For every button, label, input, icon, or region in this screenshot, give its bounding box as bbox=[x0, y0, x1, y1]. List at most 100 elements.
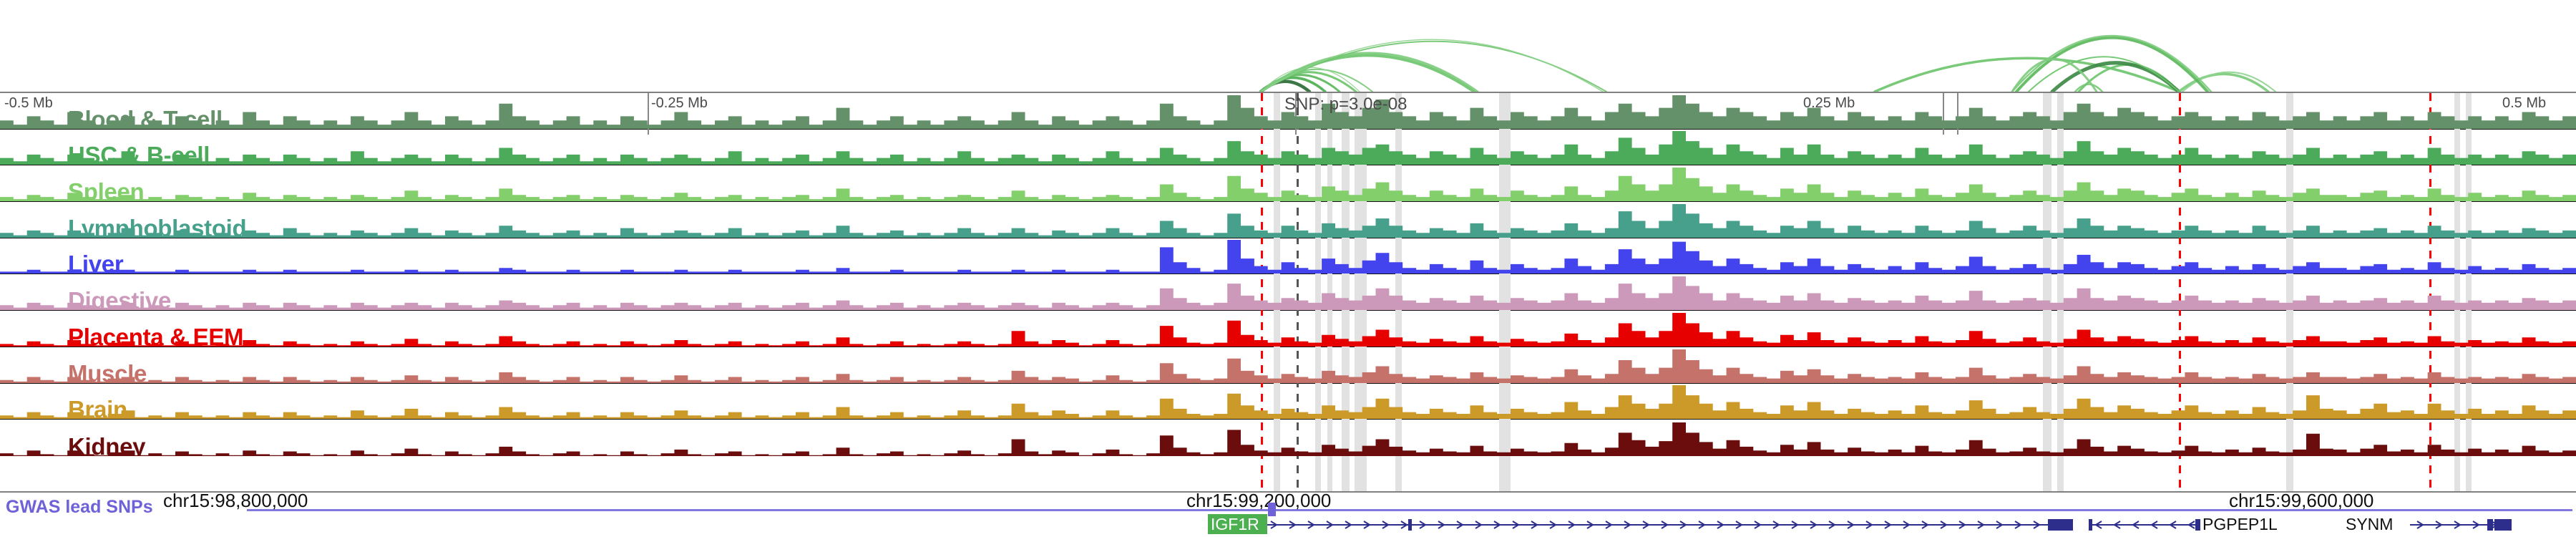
signal-profile-digestive bbox=[0, 276, 2576, 311]
gene-strand-chevron bbox=[1326, 521, 1334, 529]
gene-strand-chevron bbox=[1382, 521, 1390, 529]
track-row-spleen[interactable]: Spleen bbox=[0, 165, 2576, 203]
gene-strand-chevron bbox=[1270, 521, 1278, 529]
interaction-arc bbox=[2011, 34, 2212, 92]
gene-strand-chevron bbox=[1921, 521, 1929, 529]
genomic-coordinate-label: chr15:99,200,000 bbox=[1186, 490, 1332, 511]
gene-strand-chevron bbox=[1810, 521, 1818, 529]
track-label-hsc-b-cell: HSC & B-cell bbox=[68, 142, 210, 166]
track-row-hsc-b-cell[interactable]: HSC & B-cell bbox=[0, 130, 2576, 166]
gene-strand-chevron bbox=[1772, 521, 1780, 529]
gene-strand-chevron bbox=[2454, 521, 2462, 529]
track-row-digestive[interactable]: Digestive bbox=[0, 274, 2576, 311]
gene-strand-chevron bbox=[1977, 521, 1985, 529]
interaction-arc bbox=[2015, 36, 2209, 92]
gene-strand-chevron bbox=[1289, 521, 1297, 529]
gene-name-label[interactable]: IGF1R bbox=[1211, 515, 1259, 533]
gene-exon bbox=[2487, 519, 2493, 531]
interaction-arc bbox=[1259, 52, 1479, 92]
chromatin-interaction-arc-panel bbox=[0, 0, 2576, 92]
gene-strand-chevron bbox=[2033, 521, 2041, 529]
gene-strand-chevron bbox=[1568, 521, 1576, 529]
gene-strand-chevron bbox=[2113, 521, 2121, 529]
signal-profile-liver bbox=[0, 240, 2576, 274]
gwas-axis-row: GWAS lead SNPs chr15:98,800,000 chr15:99,… bbox=[0, 490, 2576, 517]
track-row-muscle[interactable]: Muscle bbox=[0, 347, 2576, 384]
signal-area bbox=[0, 385, 2576, 420]
gene-strand-chevron bbox=[2132, 521, 2140, 529]
gene-strand-chevron bbox=[1624, 521, 1631, 529]
track-row-placenta-eem[interactable]: Placenta & EEM bbox=[0, 311, 2576, 347]
track-label-placenta-eem: Placenta & EEM bbox=[68, 323, 244, 347]
interaction-arc bbox=[2011, 58, 2098, 92]
signal-profile-blood-t-cell bbox=[0, 95, 2576, 129]
track-label-blood-t-cell: Blood & T-cell bbox=[68, 105, 223, 130]
gene-strand-chevron bbox=[1493, 521, 1501, 529]
gene-strand-chevron bbox=[2472, 521, 2480, 529]
gene-strand-chevron bbox=[1679, 521, 1687, 529]
signal-area bbox=[0, 422, 2576, 456]
signal-area bbox=[0, 312, 2576, 347]
gene-name-label[interactable]: SYNM bbox=[2346, 515, 2393, 533]
track-label-spleen: Spleen bbox=[68, 178, 145, 203]
signal-profile-spleen bbox=[0, 168, 2576, 202]
axis-tick-label: 0.25 Mb bbox=[1803, 95, 1855, 111]
gene-annotation-track: IGF1R PGPEP1L SYNM bbox=[0, 513, 2576, 537]
gene-strand-chevron bbox=[1847, 521, 1855, 529]
gene-strand-chevron bbox=[1642, 521, 1650, 529]
gene-strand-chevron bbox=[2094, 521, 2102, 529]
signal-area bbox=[0, 95, 2576, 129]
gene-strand-chevron bbox=[1940, 521, 1948, 529]
gwas-lead-snps-label: GWAS lead SNPs bbox=[6, 497, 153, 517]
gene-strand-chevron bbox=[1884, 521, 1892, 529]
track-label-brain: Brain bbox=[68, 396, 127, 420]
gwas-axis-line bbox=[247, 509, 2572, 511]
signal-profile-muscle bbox=[0, 349, 2576, 383]
gene-strand-chevron bbox=[1865, 521, 1873, 529]
track-row-brain[interactable]: Brain bbox=[0, 384, 2576, 420]
track-label-muscle: Muscle bbox=[68, 359, 147, 384]
gene-name-label[interactable]: PGPEP1L bbox=[2202, 515, 2278, 533]
gene-strand-chevron bbox=[1903, 521, 1911, 529]
gene-strand-chevron bbox=[2187, 521, 2195, 529]
gene-strand-chevron bbox=[2435, 521, 2443, 529]
genomic-coordinate-label: chr15:98,800,000 bbox=[163, 490, 308, 511]
interaction-arc bbox=[2074, 83, 2104, 92]
gene-strand-chevron bbox=[1717, 521, 1724, 529]
interaction-arc bbox=[2177, 72, 2270, 92]
gene-strand-chevron bbox=[2014, 521, 2022, 529]
signal-area bbox=[0, 168, 2576, 202]
gene-exon bbox=[2089, 519, 2092, 531]
signal-profile-lymphoblastoid bbox=[0, 203, 2576, 238]
track-row-liver[interactable]: Liver bbox=[0, 238, 2576, 275]
track-row-kidney[interactable]: Kidney bbox=[0, 420, 2576, 456]
interaction-arc bbox=[2182, 71, 2276, 92]
genomic-coordinate-label: chr15:99,600,000 bbox=[2229, 490, 2374, 511]
gene-exon bbox=[2048, 519, 2073, 531]
signal-tracks-panel: Blood & T-cell -0.5 Mb -0.25 Mb 0.25 Mb 0.5 … bbox=[0, 92, 2576, 493]
axis-tick-label: -0.25 Mb bbox=[651, 95, 708, 111]
gene-strand-chevron bbox=[1605, 521, 1613, 529]
gene-strand-chevron bbox=[1438, 521, 1445, 529]
gene-strand-chevron bbox=[1400, 521, 1408, 529]
gene-exon bbox=[2195, 519, 2200, 531]
gene-strand-chevron bbox=[1754, 521, 1762, 529]
snp-pvalue-label: SNP: p=3.0e-08 bbox=[1284, 95, 1407, 114]
gene-strand-chevron bbox=[2150, 521, 2158, 529]
interaction-arc bbox=[1260, 39, 1604, 92]
arc-svg bbox=[1259, 34, 2276, 92]
gene-strand-chevron bbox=[1345, 521, 1352, 529]
gene-strand-chevron bbox=[1828, 521, 1836, 529]
track-row-blood-t-cell[interactable]: Blood & T-cell -0.5 Mb -0.25 Mb 0.25 Mb 0.5 … bbox=[0, 93, 2576, 130]
gene-strand-chevron bbox=[1419, 521, 1427, 529]
track-row-lymphoblastoid[interactable]: Lymphoblastoid bbox=[0, 202, 2576, 238]
gene-strand-chevron bbox=[1456, 521, 1464, 529]
axis-tick-label: 0.5 Mb bbox=[2502, 95, 2547, 111]
signal-area bbox=[0, 203, 2576, 238]
gwas-lead-snp-marker[interactable] bbox=[1268, 503, 1276, 516]
gene-exon bbox=[2494, 519, 2512, 531]
gene-strand-chevron bbox=[1698, 521, 1706, 529]
track-label-liver: Liver bbox=[68, 251, 124, 275]
signal-area bbox=[0, 240, 2576, 274]
